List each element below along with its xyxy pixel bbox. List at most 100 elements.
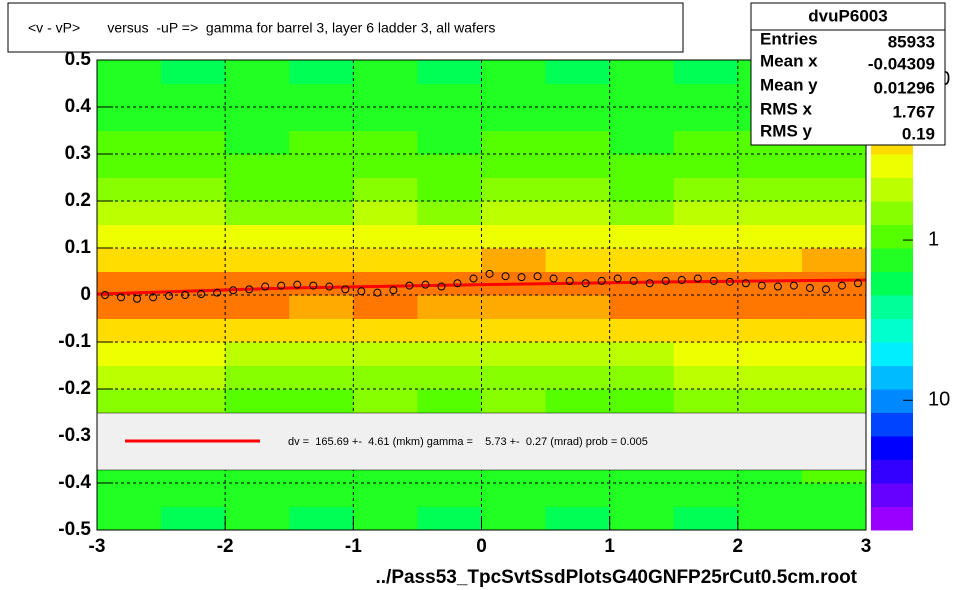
heatmap-cell bbox=[353, 177, 418, 202]
heatmap-cell bbox=[289, 295, 354, 319]
heatmap-cell bbox=[289, 177, 354, 202]
heatmap-cell bbox=[545, 154, 611, 178]
heatmap-cell bbox=[289, 201, 354, 225]
plot-frame bbox=[96, 59, 867, 531]
profile-point bbox=[373, 288, 382, 297]
heatmap-cell bbox=[225, 342, 290, 366]
heatmap-cell bbox=[353, 60, 418, 84]
profile-point bbox=[661, 276, 670, 285]
y-tick-label: 0.5 bbox=[65, 49, 92, 70]
heatmap-cell bbox=[353, 318, 418, 343]
profile-point bbox=[213, 288, 222, 297]
heatmap-cell bbox=[417, 248, 482, 272]
heatmap-cell bbox=[673, 177, 739, 202]
heatmap-cell bbox=[161, 83, 226, 108]
heatmap-cell bbox=[289, 224, 354, 249]
heatmap-cell bbox=[673, 389, 739, 413]
profile-point bbox=[357, 287, 366, 296]
heatmap-cell bbox=[417, 483, 482, 507]
heatmap-cell bbox=[737, 365, 803, 390]
profile-point bbox=[405, 281, 414, 290]
stats-box bbox=[750, 2, 946, 146]
profile-point bbox=[149, 293, 158, 302]
profile-point bbox=[293, 280, 302, 289]
palette-swatch bbox=[871, 271, 913, 296]
stats-label: RMS y bbox=[760, 121, 813, 140]
heatmap-cell bbox=[161, 318, 226, 343]
heatmap-cell bbox=[417, 295, 482, 319]
profile-point bbox=[693, 274, 702, 283]
heatmap-cell bbox=[737, 506, 803, 531]
heatmap-cell bbox=[673, 342, 739, 366]
heatmap-cell bbox=[225, 318, 290, 343]
heatmap-cell bbox=[417, 506, 482, 531]
heatmap-cell bbox=[225, 295, 290, 319]
heatmap-cell bbox=[97, 60, 162, 84]
heatmap-cell bbox=[417, 318, 482, 343]
x-tick-label: -2 bbox=[217, 536, 234, 557]
heatmap-cell bbox=[97, 201, 162, 225]
heatmap-cell bbox=[161, 201, 226, 225]
heatmap-cell bbox=[353, 130, 418, 155]
heatmap-cell bbox=[737, 248, 803, 272]
legend-label: dv = 165.69 +- 4.61 (mkm) gamma = 5.73 +… bbox=[288, 436, 648, 448]
palette-swatch bbox=[871, 389, 913, 413]
y-tick-label: -0.2 bbox=[58, 378, 91, 399]
heatmap-cell bbox=[673, 224, 739, 249]
heatmap-cell bbox=[737, 224, 803, 249]
palette-swatch bbox=[871, 224, 913, 249]
heatmap-cell bbox=[545, 201, 611, 225]
profile-point bbox=[613, 274, 622, 283]
heatmap-cell bbox=[481, 177, 547, 202]
heatmap-cell bbox=[545, 342, 611, 366]
profile-point bbox=[773, 282, 782, 291]
palette-swatch bbox=[871, 318, 913, 343]
heatmap-cell bbox=[545, 389, 611, 413]
heatmap-cell bbox=[417, 130, 482, 155]
heatmap-cell bbox=[289, 318, 354, 343]
profile-point bbox=[677, 275, 686, 284]
heatmap-cell bbox=[801, 389, 867, 413]
heatmap-cell bbox=[97, 365, 162, 390]
heatmap-cell bbox=[225, 365, 290, 390]
heatmap-cell bbox=[289, 483, 354, 507]
y-tick-label: -0.4 bbox=[58, 472, 91, 493]
heatmap-cell bbox=[481, 506, 547, 531]
heatmap-cell bbox=[289, 342, 354, 366]
heatmap-cell bbox=[97, 506, 162, 531]
heatmap-cell bbox=[609, 177, 675, 202]
heatmap-cell bbox=[353, 365, 418, 390]
heatmap-cell bbox=[545, 365, 611, 390]
heatmap-cell bbox=[737, 201, 803, 225]
palette-swatch bbox=[871, 483, 913, 507]
palette-swatch bbox=[871, 436, 913, 460]
profile-point bbox=[741, 279, 750, 288]
heatmap-cell bbox=[289, 389, 354, 413]
heatmap-cell bbox=[737, 483, 803, 507]
heatmap-cell bbox=[353, 342, 418, 366]
heatmap-cell bbox=[97, 224, 162, 249]
heatmap-cell bbox=[737, 295, 803, 319]
heatmap-cell bbox=[353, 224, 418, 249]
heatmap-cell bbox=[353, 154, 418, 178]
heatmap-cell bbox=[481, 295, 547, 319]
profile-point bbox=[389, 286, 398, 295]
heatmap-cell bbox=[673, 107, 739, 131]
heatmap-cell bbox=[289, 107, 354, 131]
stats-label: Entries bbox=[760, 29, 818, 48]
profile-point bbox=[325, 282, 334, 291]
heatmap-cell bbox=[97, 248, 162, 272]
heatmap-cell bbox=[225, 83, 290, 108]
y-tick-label: 0.1 bbox=[65, 237, 92, 258]
heatmap-cell bbox=[481, 365, 547, 390]
heatmap-cell bbox=[801, 271, 867, 296]
heatmap-cell bbox=[481, 248, 547, 272]
heatmap-cell bbox=[673, 60, 739, 84]
heatmap-cell bbox=[225, 248, 290, 272]
heatmap-cell bbox=[481, 318, 547, 343]
heatmap-cell bbox=[225, 224, 290, 249]
heatmap-cell bbox=[545, 83, 611, 108]
palette-swatch bbox=[871, 459, 913, 484]
heatmap-cell bbox=[801, 483, 867, 507]
heatmap-cell bbox=[97, 318, 162, 343]
